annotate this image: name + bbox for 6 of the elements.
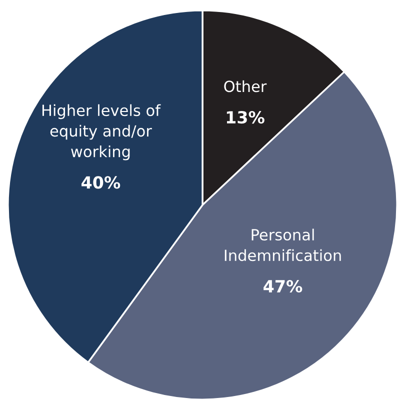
- data-label: 40%: [82, 176, 120, 189]
- slice-label: Personal Indemnification: [224, 228, 341, 262]
- slice-label: Other: [224, 80, 267, 92]
- slice-label: Higher levels of equity and/or working: [42, 104, 161, 160]
- data-label: 47%: [264, 280, 302, 293]
- data-label: 13%: [226, 110, 264, 124]
